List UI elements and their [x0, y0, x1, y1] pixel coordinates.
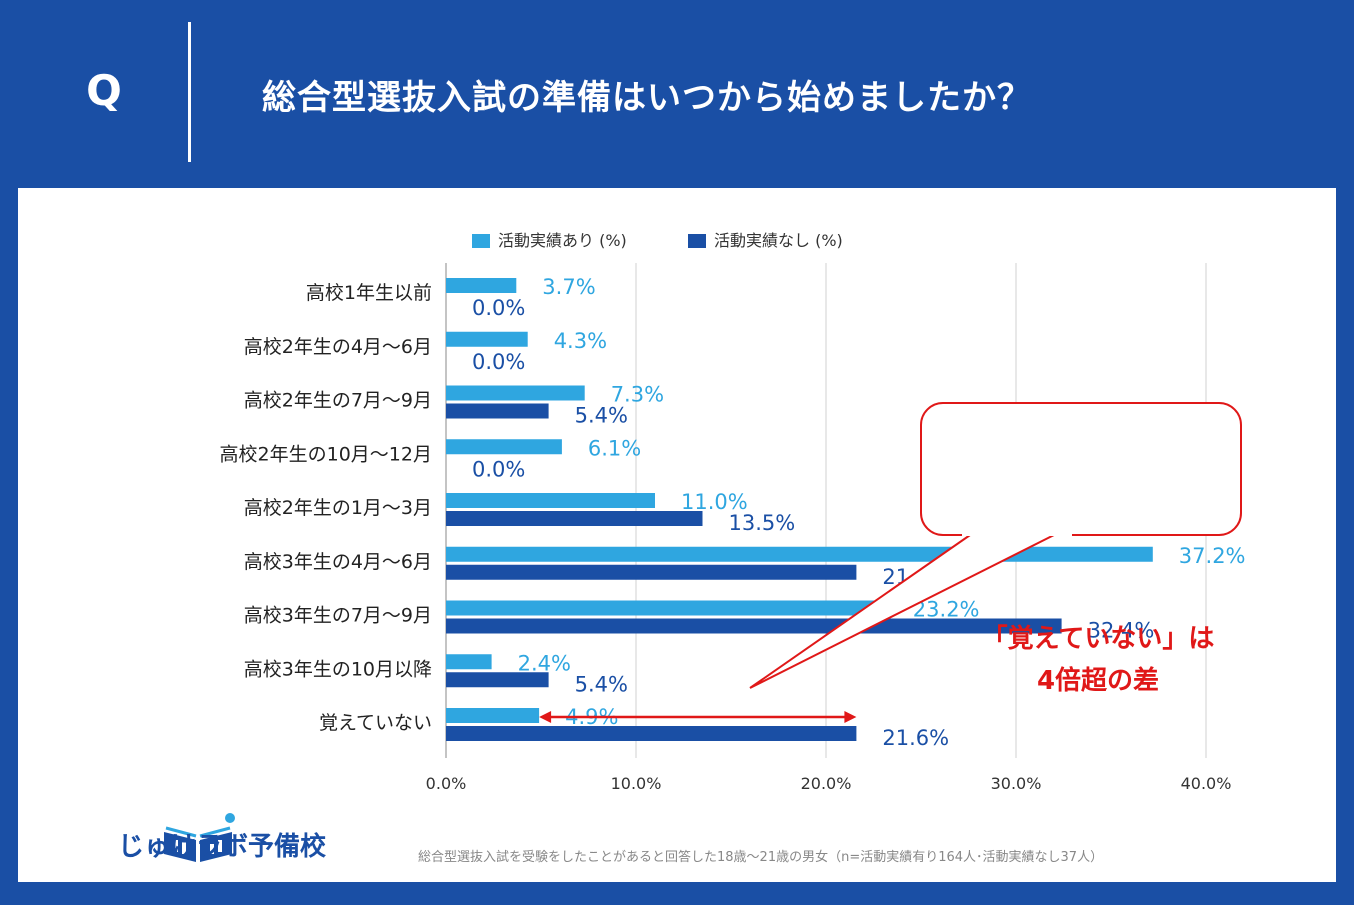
chart-panel: 活動実績あり (%) 活動実績なし (%) 高校1年生以前 3.7% 0.0% 高校2年生… [18, 188, 1336, 882]
bar-series2-8 [446, 726, 857, 741]
bar-series2-6 [446, 618, 1062, 634]
category-label-5: 高校3年生の4月～6月 [244, 551, 432, 573]
legend-swatch-1 [472, 234, 490, 248]
data-label-series1-0: 3.7% [542, 275, 595, 299]
bar-series1-5 [446, 546, 1153, 562]
bar-chart: 活動実績あり (%) 活動実績なし (%) 高校1年生以前 3.7% 0.0% 高校2年生… [220, 231, 1246, 793]
data-label-series1-7: 2.4% [518, 651, 571, 675]
bar-series2-7 [446, 672, 549, 688]
category-label-8: 覚えていない [319, 712, 432, 734]
logo-text: じゅけラボ予備校 [118, 832, 327, 862]
data-label-series2-7: 5.4% [575, 672, 628, 696]
bar-series1-1 [446, 331, 528, 347]
category-label-3: 高校2年生の10月～12月 [220, 443, 432, 465]
page-title: 総合型選抜入試の準備はいつから始めましたか？ [262, 78, 1032, 118]
legend-label-2: 活動実績なし (%) [714, 231, 843, 250]
bar-series1-0 [446, 278, 517, 293]
x-tick-label-2: 20.0% [801, 774, 852, 793]
category-label-2: 高校2年生の7月～9月 [244, 390, 432, 412]
header-bar: Q 総合型選抜入試の準備はいつから始めましたか？ [0, 0, 1354, 188]
bar-series1-6 [446, 600, 887, 616]
legend-label-1: 活動実績あり (%) [498, 231, 627, 250]
bar-series1-7 [446, 654, 492, 670]
category-label-1: 高校2年生の4月～6月 [244, 336, 432, 358]
x-tick-label-0: 0.0% [426, 774, 467, 793]
data-label-series2-8: 21.6% [882, 726, 949, 750]
difference-arrow-head-left [539, 711, 552, 723]
x-tick-label-4: 40.0% [1181, 774, 1232, 793]
data-label-series1-1: 4.3% [554, 329, 607, 353]
category-label-6: 高校3年生の7月～9月 [244, 605, 432, 627]
callout-pointer-mask [962, 528, 1072, 536]
bar-series2-5 [446, 564, 857, 580]
x-tick-label-1: 10.0% [611, 774, 662, 793]
legend-swatch-2 [688, 234, 706, 248]
category-label-0: 高校1年生以前 [306, 282, 432, 304]
bar-series2-2 [446, 403, 549, 419]
data-label-series2-1: 0.0% [472, 350, 525, 374]
question-label: Q [86, 66, 122, 115]
book-logo-icon [164, 813, 235, 862]
callout-text: 「覚えていない」は 4倍超の差 [948, 618, 1248, 702]
bar-series1-2 [446, 385, 585, 401]
callout-line-1: 「覚えていない」は [981, 624, 1215, 654]
bar-series1-4 [446, 493, 655, 508]
data-label-series2-4: 13.5% [729, 511, 796, 535]
bar-series1-8 [446, 708, 540, 723]
category-label-4: 高校2年生の1月～3月 [244, 497, 432, 519]
callout-line-2: 4倍超の差 [1036, 666, 1160, 696]
header-divider [188, 22, 191, 162]
category-label-7: 高校3年生の10月以降 [244, 658, 432, 680]
data-label-series2-0: 0.0% [472, 296, 525, 320]
bar-series1-3 [446, 439, 562, 455]
data-label-series2-2: 5.4% [575, 404, 628, 428]
data-label-series1-5: 37.2% [1179, 544, 1246, 568]
footnote: 総合型選抜入試を受験をしたことがあると回答した18歳～21歳の男女（n=活動実績… [418, 850, 1104, 865]
difference-arrow-head-right [844, 711, 857, 723]
x-tick-label-3: 30.0% [991, 774, 1042, 793]
bar-series2-4 [446, 511, 703, 526]
callout-bubble [920, 402, 1242, 536]
data-label-series1-3: 6.1% [588, 436, 641, 460]
data-label-series2-6: 32.4% [1088, 619, 1155, 643]
data-label-series1-2: 7.3% [611, 383, 664, 407]
data-label-series1-4: 11.0% [681, 490, 748, 514]
data-label-series2-3: 0.0% [472, 457, 525, 481]
